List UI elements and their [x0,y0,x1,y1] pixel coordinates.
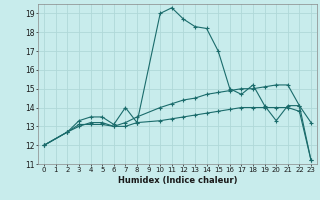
X-axis label: Humidex (Indice chaleur): Humidex (Indice chaleur) [118,176,237,185]
